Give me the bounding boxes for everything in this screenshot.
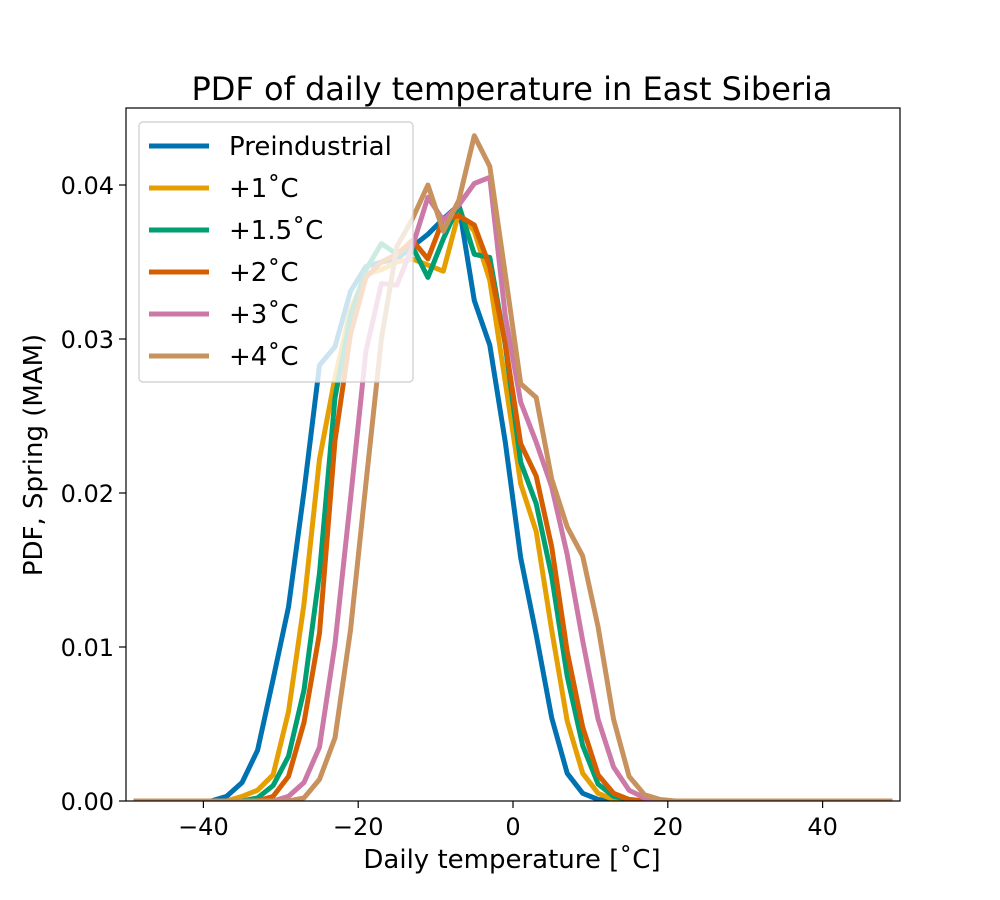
chart-title: PDF of daily temperature in East Siberia [191,70,832,108]
y-tick-label: 0.01 [61,634,114,662]
x-tick-label: 40 [807,813,838,841]
series-line-5 [133,133,893,801]
legend-entry-label: +4˚C [229,342,298,372]
y-axis-label: PDF, Spring (MAM) [19,334,49,576]
legend-entry-label: Preindustrial [229,132,392,162]
legend-entry-label: +3˚C [229,300,298,330]
axes: −40 −20 0 20 40 0.00 0.01 0.02 0.03 0.04 [61,107,901,841]
plot-area [133,133,893,801]
legend: Preindustrial +1˚C +1.5˚C +2˚C +3˚C +4˚C [138,121,414,383]
x-tick-label: 20 [653,813,684,841]
x-axis-label: Daily temperature [˚C] [363,845,660,875]
legend-entry-label: +2˚C [229,258,298,288]
y-tick-label: 0.03 [61,326,114,354]
series-line-4 [133,174,893,801]
y-tick-label: 0.04 [61,172,114,200]
series-line-1 [133,210,893,801]
series-lines [133,133,893,801]
y-tick-label: 0.02 [61,480,114,508]
x-tick-label: −20 [333,813,384,841]
legend-entry-label: +1˚C [229,174,298,204]
x-tick-label: −40 [178,813,229,841]
legend-entry-label: +1.5˚C [229,216,323,246]
x-tick-label: 0 [505,813,520,841]
series-line-0 [133,202,893,801]
y-tick-label: 0.00 [61,788,114,816]
